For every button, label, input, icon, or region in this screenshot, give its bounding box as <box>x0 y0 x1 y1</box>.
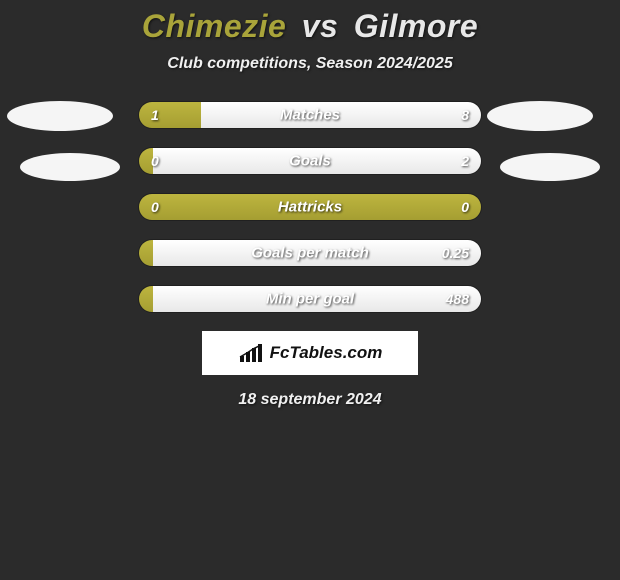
stat-row: 1 8 Matches <box>138 101 482 129</box>
bars-icon <box>238 342 264 364</box>
badge-left-2 <box>20 153 120 181</box>
bar-right <box>201 102 481 128</box>
logo-text: FcTables.com <box>270 343 383 363</box>
date-text: 18 september 2024 <box>0 391 620 409</box>
comparison-card: Chimezie vs Gilmore Club competitions, S… <box>0 0 620 409</box>
stat-left-value: 1 <box>151 107 159 123</box>
stat-label: Goals per match <box>251 245 369 262</box>
title: Chimezie vs Gilmore <box>0 8 620 45</box>
vs-text: vs <box>302 8 339 44</box>
stats-area: 1 8 Matches 0 2 Goals 0 0 Hattricks 0.25 Goals per… <box>0 101 620 313</box>
stat-right-value: 488 <box>446 291 469 307</box>
stat-row: 0 0 Hattricks <box>138 193 482 221</box>
stat-row: 0 2 Goals <box>138 147 482 175</box>
bar-left <box>139 102 201 128</box>
stat-right-value: 0 <box>461 199 469 215</box>
player2-name: Gilmore <box>354 8 478 44</box>
stat-label: Hattricks <box>278 199 342 216</box>
stat-label: Matches <box>280 107 340 124</box>
logo: FcTables.com <box>238 342 383 364</box>
stat-right-value: 8 <box>461 107 469 123</box>
badge-left-1 <box>7 101 113 131</box>
stat-left-value: 0 <box>151 153 159 169</box>
stat-row: 0.25 Goals per match <box>138 239 482 267</box>
subtitle: Club competitions, Season 2024/2025 <box>0 55 620 73</box>
bar-left <box>139 286 153 312</box>
player1-name: Chimezie <box>142 8 286 44</box>
stat-left-value: 0 <box>151 199 159 215</box>
badge-right-1 <box>487 101 593 131</box>
stat-label: Min per goal <box>266 291 354 308</box>
stat-right-value: 2 <box>461 153 469 169</box>
stat-label: Goals <box>289 153 331 170</box>
stat-right-value: 0.25 <box>442 245 469 261</box>
stat-row: 488 Min per goal <box>138 285 482 313</box>
stat-rows: 1 8 Matches 0 2 Goals 0 0 Hattricks 0.25 Goals per… <box>138 101 482 313</box>
logo-box: FcTables.com <box>202 331 418 375</box>
badge-right-2 <box>500 153 600 181</box>
bar-left <box>139 240 153 266</box>
